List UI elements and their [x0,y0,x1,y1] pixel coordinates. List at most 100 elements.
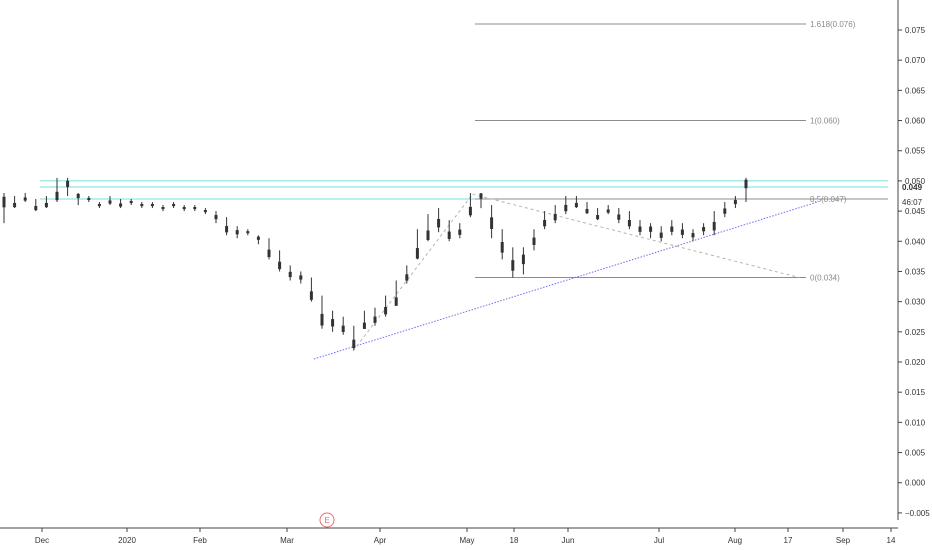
candle-body [468,206,472,216]
candle-body [606,209,610,213]
time-tick-label: Dec [35,536,49,545]
candle-body [331,319,335,327]
candle-body [744,179,748,189]
candle-body [585,208,589,214]
candle-body [405,274,409,281]
candle-body [256,236,260,240]
candle-body [320,313,324,326]
candle-body [87,197,91,201]
horizontal-levels [40,180,888,200]
candle-body [490,217,494,229]
event-marker[interactable]: E [319,512,335,528]
candle-body [479,193,483,199]
price-tick-label: 0.035 [905,267,926,276]
candle-body [553,213,557,221]
candle-body [76,193,80,199]
time-tick-label: Jul [654,536,664,545]
price-tick-label: 0.060 [905,117,926,126]
candle-body [543,219,547,227]
last-price-label: 0.049 [902,183,923,192]
candle-body [44,202,48,208]
candle-body [2,196,6,208]
candlesticks [2,177,748,350]
fib-extension: 1.618(0.076) 1(0.060) 0.5(0.047) 0(0.034) [475,20,888,282]
candle-body [596,215,600,220]
price-tick-label: 0.040 [905,237,926,246]
candle-body [119,203,123,207]
candle-body [521,254,525,265]
candle-body [97,203,101,207]
time-tick-label: May [459,536,474,545]
fib-level-label: 1(0.060) [810,117,840,126]
candle-body [447,231,451,239]
time-tick-label: Jun [562,536,575,545]
candle-body [193,207,197,210]
time-tick-label: Feb [193,536,207,545]
candle-body [649,226,653,232]
candle-body [659,232,663,238]
candle-body [299,275,303,280]
price-tick-label: 0.020 [905,358,926,367]
candle-body [362,322,366,329]
price-tick-label: 0.070 [905,56,926,65]
candle-body [66,180,70,188]
fib-level-label: 1.618(0.076) [810,20,856,29]
candle-body [670,226,674,232]
candle-body [278,261,282,270]
candle-body [150,203,154,207]
price-tick-label: 0.055 [905,147,926,156]
candle-body [172,203,176,207]
time-tick-label: Apr [374,536,387,545]
price-axis[interactable]: 0.075 0.070 0.065 0.060 0.055 0.050 0.045 0.040… [897,0,930,520]
candle-body [617,214,621,220]
candle-body [288,271,292,278]
time-tick-label: 18 [510,536,519,545]
price-tick-label: 0.015 [905,388,926,397]
candle-body [500,242,504,253]
fib-level-label: 0(0.034) [810,273,840,282]
candle-body [214,215,218,220]
event-marker-label: E [324,516,329,525]
candle-body [712,221,716,231]
candle-body [733,199,737,205]
candle-body [426,230,430,240]
candle-body [34,205,38,211]
fib-level-label: 0.5(0.047) [810,195,847,204]
earnings-event-icon[interactable] [319,512,335,528]
candle-body [638,226,642,232]
trend-lines [313,193,818,360]
time-axis[interactable]: Dec 2020 Feb Mar Apr May 18 Jun Jul Aug 17 Sep 14 [0,527,898,545]
candle-body [225,226,229,233]
candle-body [235,230,239,235]
candle-body [702,227,706,232]
candle-body [415,248,419,259]
candle-body [458,229,462,235]
price-tick-label: 0.045 [905,207,926,216]
dashed-projection-line [472,193,800,278]
dashed-projection-line [352,193,473,352]
bar-countdown-label: 46:07 [902,198,923,207]
price-tick-label: 0.075 [905,26,926,35]
time-tick-label: Aug [728,536,742,545]
candle-body [182,207,186,210]
price-tick-label: 0.050 [905,177,926,186]
candle-body [564,204,568,212]
candle-body [13,202,17,208]
candle-body [129,200,133,204]
time-tick-label: 17 [784,536,793,545]
candle-body [203,210,207,213]
price-tick-label: 0.025 [905,328,926,337]
candle-body [394,297,398,306]
time-tick-label: Mar [280,536,294,545]
candle-body [627,219,631,227]
candle-body [23,197,27,201]
candle-body [140,203,144,207]
price-tick-label: −0.005 [905,509,930,518]
candle-body [246,231,250,234]
price-tick-label: 0.065 [905,86,926,95]
candle-body [691,233,695,238]
time-tick-label: Sep [836,536,851,545]
time-tick-label: 2020 [118,536,136,545]
